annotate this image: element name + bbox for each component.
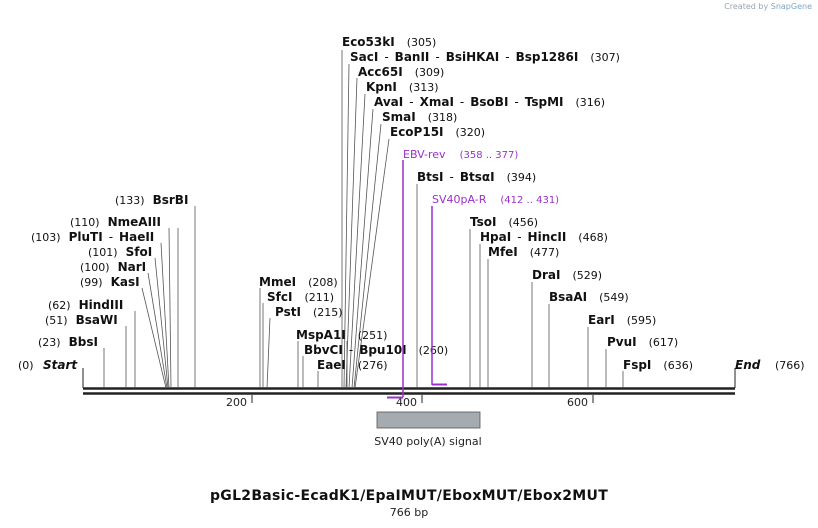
enzyme-label: (23) BbsI [38,335,98,349]
plasmid-name: pGL2Basic-EcadK1/EpaIMUT/EboxMUT/Ebox2MU… [209,488,609,504]
tick-label-200: 200 [226,396,247,409]
enzyme-label: FspI (636) [623,358,693,372]
enzyme-label: (51) BsaWI [45,313,118,327]
snapgene-credit: Created by SnapGene [724,2,812,11]
primer-name: SV40pA-R [432,193,487,206]
scale-ticks: 200 400 600 [226,395,594,409]
enzyme-label: MmeI (208) [259,275,338,289]
end-labels: (0) Start End (766) [18,358,805,372]
enzyme-label: BbvCI - Bpu10I (260) [304,343,448,357]
enzyme-label: PstI (215) [275,305,343,319]
enzyme-label: (103) PluTI - HaeII [31,230,154,244]
enzyme-label: SmaI (318) [382,110,457,124]
primer-sv40pa-r[interactable]: SV40pA-R (412 .. 431) [431,193,559,386]
enzyme-label: KpnI (313) [366,80,439,94]
plasmid-size: 766 bp [389,506,429,519]
enzyme-label: (101) SfoI [88,245,152,259]
enzyme-label: (99) KasI [80,275,140,289]
svg-text:EBV-rev(358 .. 377): EBV-rev (358 .. 377) [403,148,518,161]
enzyme-label: MfeI (477) [488,245,559,259]
enzyme-label: AvaI - XmaI - BsoBI - TspMI (316) [374,95,605,109]
end-pos: (766) [775,359,805,372]
enzyme-label: SacI - BanII - BsiHKAI - Bsp1286I (307) [350,50,620,64]
primer-ebv-rev[interactable]: EBV-rev (358 .. 377) [387,148,518,399]
feature-label: SV40 poly(A) signal [374,435,481,448]
enzyme-label: DraI (529) [532,268,602,282]
svg-text:SV40pA-R(412 .. 431): SV40pA-R (412 .. 431) [432,193,559,206]
backbone [82,368,736,395]
primer-name: EBV-rev [403,148,446,161]
enzyme-label: (110) NmeAIII [70,215,161,229]
enzyme-label: BsaAI (549) [549,290,629,304]
enzyme-label: Eco53kI (305) [342,35,436,49]
enzyme-label: TsoI (456) [470,215,538,229]
enzyme-label: MspA1I (251) [296,328,387,342]
enzyme-label: (100) NarI [80,260,146,274]
credit-prefix: Created by [724,2,769,11]
enzyme-label: SfcI (211) [267,290,334,304]
enzyme-label: EarI (595) [588,313,656,327]
tick-label-600: 600 [567,396,588,409]
start-pos: (0) [18,359,34,372]
enzyme-label: (62) HindIII [48,298,123,312]
enzyme-label: (133) BsrBI [115,193,188,207]
credit-brand: SnapGene [770,2,812,11]
enzyme-label: EcoP15I (320) [390,125,485,139]
feature-sv40-polya[interactable]: SV40 poly(A) signal [374,411,482,448]
primer-range: (358 .. 377) [460,150,519,161]
primer-range: (412 .. 431) [500,195,559,206]
enzyme-label: PvuI (617) [607,335,678,349]
enzyme-label: BtsI - BtsαI (394) [417,170,536,184]
enzyme-label: Acc65I (309) [358,65,444,79]
enzyme-label: HpaI - HincII (468) [480,230,608,244]
enzyme-label: EaeI (276) [317,358,388,372]
enzyme-lines [103,50,624,389]
enzyme-labels: (23) BbsI (51) BsaWI (62) HindIII (99) KasI … [31,35,693,372]
tick-label-400: 400 [396,396,417,409]
start-label: Start [43,358,78,372]
end-label: End [735,358,761,372]
